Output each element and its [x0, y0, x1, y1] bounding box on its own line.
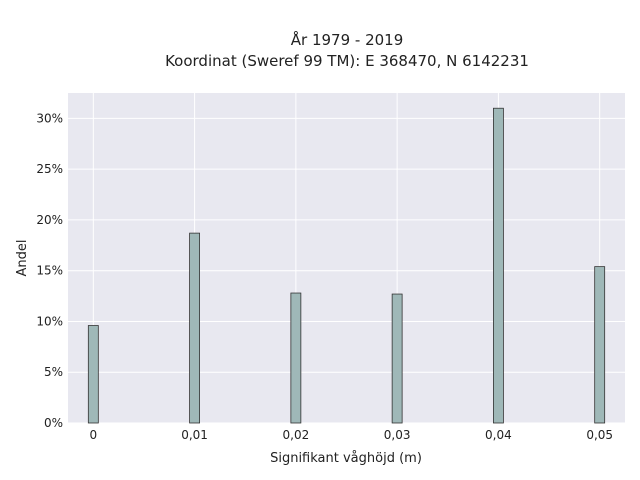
bars — [87, 107, 606, 424]
y-tick-labels: 0% 5% 10% 15% 20% 25% 30% — [36, 111, 63, 430]
x-tick-label: 0,01 — [181, 428, 208, 442]
y-tick-label: 20% — [36, 213, 63, 227]
chart-title-line-2: Koordinat (Sweref 99 TM): E 368470, N 61… — [165, 52, 529, 70]
plot-area — [68, 93, 625, 423]
x-tick-label: 0,04 — [485, 428, 512, 442]
x-tick-labels: 0 0,01 0,02 0,03 0,04 0,05 — [89, 428, 613, 442]
bar — [493, 107, 504, 424]
y-axis-label: Andel — [15, 240, 30, 277]
bar — [290, 292, 302, 424]
y-tick-label: 30% — [36, 111, 63, 125]
bar — [87, 325, 99, 424]
y-tick-label: 15% — [36, 264, 63, 278]
bar — [391, 293, 403, 424]
x-tick-label: 0 — [89, 428, 97, 442]
bar — [189, 232, 200, 424]
y-tick-label: 10% — [36, 314, 63, 328]
chart-title-line-1: År 1979 - 2019 — [291, 30, 404, 49]
y-tick-label: 5% — [44, 365, 63, 379]
x-axis-label: Signifikant våghöjd (m) — [270, 451, 422, 466]
y-tick-label: 25% — [36, 162, 63, 176]
x-tick-label: 0,02 — [283, 428, 310, 442]
x-tick-label: 0,05 — [586, 428, 613, 442]
bar — [594, 266, 606, 424]
x-tick-label: 0,03 — [384, 428, 411, 442]
y-tick-label: 0% — [44, 416, 63, 430]
